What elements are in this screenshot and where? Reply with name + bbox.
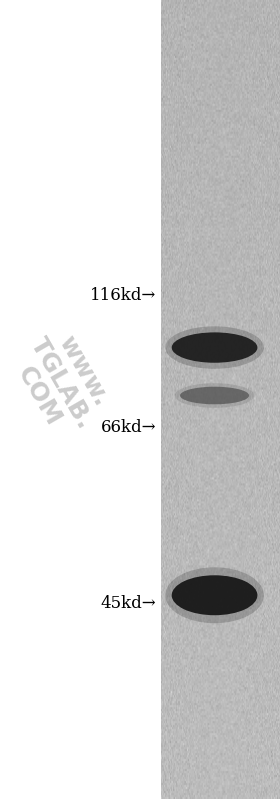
Text: www.
TGLAB.
COM: www. TGLAB. COM [3, 320, 119, 447]
Text: 116kd→: 116kd→ [90, 287, 156, 304]
Ellipse shape [180, 387, 249, 404]
Ellipse shape [175, 384, 254, 407]
Ellipse shape [165, 567, 264, 623]
Text: 45kd→: 45kd→ [101, 594, 156, 612]
Ellipse shape [165, 326, 264, 369]
Ellipse shape [172, 575, 257, 615]
Ellipse shape [172, 332, 257, 363]
Text: 66kd→: 66kd→ [101, 419, 156, 436]
